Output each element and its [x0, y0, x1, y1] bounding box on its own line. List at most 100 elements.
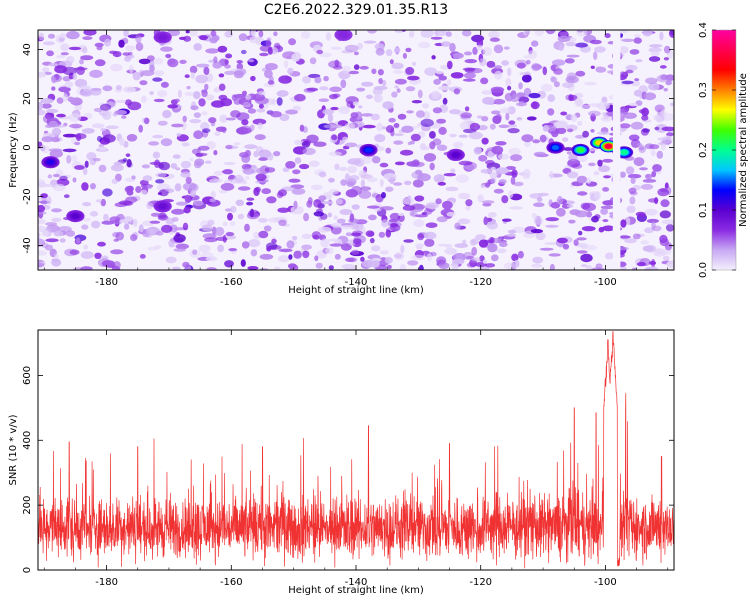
heatmap-cell [264, 167, 276, 173]
heatmap-cell [547, 94, 556, 102]
heatmap-cell [603, 175, 611, 179]
heatmap-cell [266, 246, 272, 252]
heatmap-cell [524, 141, 531, 148]
heatmap-cell [507, 128, 520, 134]
heatmap-cell [255, 173, 267, 181]
heatmap-cell [650, 51, 660, 56]
heatmap-cell [212, 61, 223, 69]
heatmap-cell [449, 42, 456, 52]
heatmap-cell [65, 230, 76, 237]
heatmap-cell [574, 210, 589, 218]
heatmap-cell [129, 64, 134, 74]
heatmap-cell [545, 217, 559, 222]
heatmap-cell [72, 72, 77, 81]
heatmap-cell [481, 116, 489, 122]
heatmap-cell [534, 30, 544, 36]
heatmap-cell [480, 77, 489, 85]
heatmap-cell [642, 30, 653, 37]
heatmap-cell [138, 124, 143, 133]
heatmap-cell [222, 221, 228, 227]
heatmap-cell [412, 203, 426, 210]
snr-y-tick-label: 600 [22, 366, 33, 385]
heatmap-cell [539, 247, 554, 251]
heatmap-cell [628, 103, 638, 107]
heatmap-cell [418, 264, 424, 270]
heatmap-cell [484, 182, 491, 188]
heatmap-cell [227, 212, 233, 221]
heatmap-cell [209, 178, 223, 184]
heatmap-cell [41, 136, 54, 143]
heatmap-cell [150, 212, 161, 217]
heatmap-cell [90, 183, 96, 190]
heatmap-cell [41, 103, 52, 109]
heatmap-cell [399, 264, 406, 270]
heatmap-cell [286, 240, 295, 249]
snr-x-tick-label: -100 [594, 577, 617, 588]
heatmap-cell [236, 112, 250, 121]
heatmap-cell [197, 145, 210, 151]
heatmap-cell [244, 176, 250, 180]
heatmap-cell [81, 182, 89, 191]
heatmap-cell [360, 179, 366, 189]
heatmap-cell [219, 114, 228, 123]
heatmap-cell [291, 236, 298, 241]
heatmap-cell [100, 127, 107, 132]
heatmap-cell [418, 41, 431, 49]
heatmap-cell [516, 117, 523, 121]
heatmap-cell [593, 171, 600, 176]
colorbar-tick-label: 0.1 [698, 202, 709, 218]
heatmap-cell [242, 168, 255, 175]
heatmap-cell [351, 232, 362, 237]
heatmap-cell [325, 32, 332, 41]
heatmap-cell [51, 208, 62, 213]
heatmap-cell [266, 196, 277, 204]
heatmap-cell [542, 124, 550, 132]
heatmap-cell [450, 168, 456, 174]
heatmap-cell [479, 58, 487, 66]
heatmap-cell [319, 86, 329, 91]
heatmap-cell [225, 232, 235, 237]
heatmap-cell [379, 179, 384, 187]
heatmap-cell [306, 200, 313, 208]
heatmap-cell [82, 36, 93, 40]
heatmap-cell [452, 258, 465, 265]
heatmap-cell [405, 47, 412, 53]
heatmap-hotspot [158, 34, 167, 40]
heatmap-cell [276, 90, 289, 97]
heatmap-cell [600, 116, 612, 122]
snr-series-line [38, 331, 674, 569]
heatmap-cell [330, 106, 339, 111]
heatmap-cell [39, 183, 53, 188]
heatmap-hotspot [46, 159, 55, 165]
heatmap-cell [621, 80, 634, 85]
heatmap-cell [237, 213, 245, 220]
heatmap-cell [328, 151, 342, 157]
spectrogram-x-tick-label: -120 [469, 277, 492, 288]
spectrogram-heatmap [38, 30, 674, 270]
heatmap-cell [424, 238, 435, 247]
heatmap-cell [38, 204, 45, 213]
heatmap-cell [249, 124, 255, 131]
heatmap-cell [493, 44, 504, 54]
heatmap-cell [499, 241, 508, 248]
colorbar-tick-label: 0.0 [698, 262, 709, 278]
heatmap-cell [581, 226, 596, 232]
heatmap-cell [347, 257, 358, 263]
heatmap-cell [638, 145, 647, 154]
heatmap-cell [149, 91, 155, 96]
heatmap-cell [140, 70, 155, 77]
heatmap-cell [330, 46, 343, 50]
heatmap-cell [294, 139, 302, 145]
heatmap-cell [438, 75, 448, 81]
heatmap-cell [192, 200, 204, 206]
heatmap-cell [109, 216, 121, 223]
heatmap-cell [411, 161, 425, 168]
heatmap-cell [177, 89, 182, 98]
heatmap-cell [169, 231, 174, 235]
heatmap-cell [292, 169, 301, 175]
heatmap-cell [38, 32, 45, 41]
heatmap-cell [495, 167, 510, 175]
heatmap-cell [301, 244, 312, 250]
heatmap-cell [376, 122, 384, 132]
heatmap-cell [510, 94, 520, 103]
